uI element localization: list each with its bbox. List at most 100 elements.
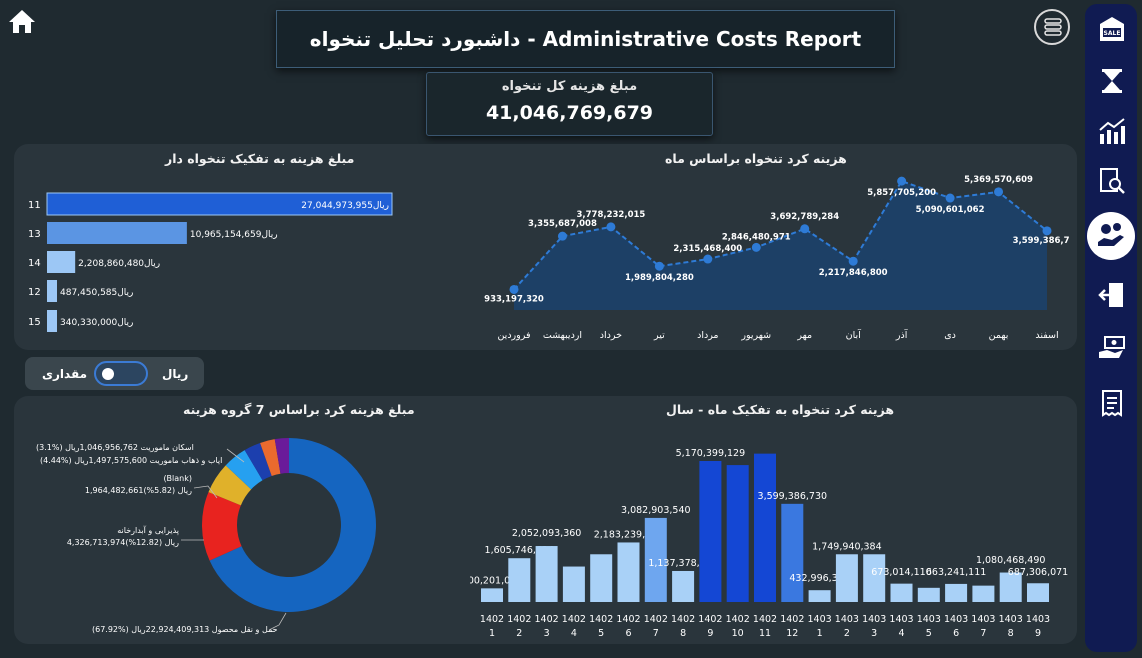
receipt-list-icon[interactable]	[1097, 388, 1127, 418]
area-data-label: 2,315,468,400	[673, 244, 742, 254]
chart-holder-title: مبلغ هزینه به تفکیک تنخواه دار	[165, 151, 355, 166]
home-icon[interactable]	[8, 8, 36, 34]
monthyear-bar	[972, 585, 995, 602]
monthyear-data-label: 673,014,110	[871, 567, 931, 578]
sale-tag-icon[interactable]: SALE	[1097, 14, 1127, 44]
donut-slice	[209, 438, 376, 612]
donut-slice	[225, 450, 263, 490]
exit-door-icon[interactable]	[1097, 280, 1127, 310]
holder-bar-label: 340,330,000ریال	[60, 318, 133, 328]
area-data-label: 3,778,232,015	[576, 210, 645, 220]
donut-slice	[274, 438, 289, 474]
monthyear-axis-year: 1402	[562, 614, 586, 625]
monthyear-axis-month: 2	[844, 628, 850, 639]
monthyear-axis-month: 2	[516, 628, 522, 639]
donut-leader-line	[226, 448, 245, 463]
toggle-label-quantity[interactable]: مقداری	[42, 367, 88, 381]
monthyear-data-label: 432,996,310	[789, 573, 849, 584]
document-search-icon[interactable]	[1097, 166, 1127, 196]
monthyear-bar	[644, 517, 667, 602]
monthyear-data-label: 3,599,386,730	[758, 491, 828, 502]
area-point	[654, 261, 664, 271]
monthyear-axis-month: 5	[598, 628, 604, 639]
monthyear-axis-month: 1	[817, 628, 823, 639]
monthyear-bar	[481, 588, 503, 602]
monthyear-axis-year: 1403	[971, 614, 995, 625]
holder-category-label: 14	[28, 258, 41, 269]
total-cost-label: مبلغ هزینه کل تنخواه	[501, 79, 638, 94]
holder-category-label: 11	[28, 200, 41, 211]
donut-slice	[202, 492, 242, 561]
monthyear-axis-year: 1403	[1026, 614, 1050, 625]
monthyear-data-label: 500,201,010	[470, 575, 522, 586]
month-axis-label: دی	[944, 330, 956, 341]
month-axis-label: اسفند	[1035, 330, 1058, 341]
monthyear-data-label: 2,183,239,860	[594, 529, 664, 540]
monthyear-axis-year: 1403	[999, 614, 1023, 625]
chart-month-title: هزینه کرد تنخواه براساس ماه	[665, 151, 847, 166]
monthyear-data-label: 687,306,071	[1008, 567, 1068, 578]
monthyear-bar	[535, 546, 558, 602]
monthyear-axis-month: 7	[653, 628, 659, 639]
area-point	[994, 187, 1004, 197]
month-axis-label: اردیبهشت	[543, 330, 582, 341]
monthyear-data-label: 1,605,746,624	[485, 545, 555, 556]
monthyear-bar	[562, 566, 585, 602]
area-data-label: 1,989,804,280	[625, 273, 694, 283]
chart-group-title: مبلغ هزینه کرد براساس 7 گروه هزینه	[183, 402, 415, 417]
monthyear-axis-month: 4	[571, 628, 577, 639]
monthyear-axis-month: 10	[732, 628, 744, 639]
holder-bar	[47, 251, 76, 273]
month-axis-label: خرداد	[600, 330, 622, 341]
monthyear-axis-year: 1402	[671, 614, 695, 625]
toggle-knob[interactable]	[102, 368, 114, 380]
hourglass-icon[interactable]	[1097, 66, 1127, 96]
monthyear-axis-month: 7	[980, 628, 986, 639]
monthyear-axis-month: 11	[759, 628, 771, 639]
holder-bar	[47, 222, 187, 244]
area-point	[1042, 226, 1052, 236]
area-data-label: 2,846,480,971	[722, 232, 791, 242]
monthyear-axis-month: 6	[953, 628, 959, 639]
monthyear-data-label: 1,080,468,490	[976, 555, 1046, 566]
monthyear-bar	[754, 453, 776, 602]
toggle-label-rial[interactable]: ریال	[162, 367, 189, 381]
area-point	[897, 176, 907, 186]
area-data-label: 933,197,320	[484, 294, 544, 304]
monthyear-axis-month: 8	[680, 628, 686, 639]
month-axis-label: فروردین	[497, 330, 530, 341]
menu-icon[interactable]	[1034, 9, 1070, 45]
monthyear-axis-year: 1402	[589, 614, 613, 625]
holder-category-label: 15	[28, 317, 41, 328]
holder-bar-label: 27,044,973,955ریال	[301, 201, 389, 211]
holder-bar	[47, 280, 57, 302]
donut-label-housing: (3.1%) اسکان ماموریت 1,046,956,762ریال	[36, 443, 194, 452]
growth-chart-icon[interactable]	[1097, 116, 1127, 146]
monthyear-axis-year: 1403	[917, 614, 941, 625]
monthyear-axis-month: 4	[898, 628, 904, 639]
monthyear-data-label: 2,052,093,360	[512, 528, 582, 539]
page-title-text: داشبورد تحلیل تنخواه - Administrative Co…	[309, 27, 862, 51]
toggle-switch[interactable]	[94, 361, 148, 386]
month-axis-label: مرداد	[697, 330, 718, 341]
monthyear-axis-month: 9	[1035, 628, 1041, 639]
money-hand-icon[interactable]	[1096, 220, 1126, 250]
monthyear-bar	[863, 554, 886, 602]
monthyear-bar	[890, 583, 913, 602]
total-cost-value: 41,046,769,679	[485, 102, 654, 124]
holder-bar-chart: 11 27,044,973,955ریال 13 10,965,154,659ریال…	[28, 192, 393, 332]
area-point	[557, 231, 567, 241]
monthyear-axis-month: 3	[871, 628, 877, 639]
monthyear-axis-year: 1402	[480, 614, 504, 625]
page-title: داشبورد تحلیل تنخواه - Administrative Co…	[276, 10, 895, 68]
monthyear-bar	[808, 590, 831, 602]
holder-bar	[46, 192, 393, 216]
monthyear-bar	[672, 570, 695, 602]
cash-hand-icon[interactable]	[1097, 332, 1127, 362]
donut-label-catering: 4,326,713,974ریال (12.82%)	[67, 538, 179, 547]
monthyear-axis-year: 1402	[753, 614, 777, 625]
area-point	[703, 254, 713, 264]
monthyear-bar	[835, 554, 858, 602]
area-point	[945, 193, 955, 203]
monthyear-bar-chart: 1402 1 500,201,010 1402 2 1,605,746,624 1402 3 2…	[470, 448, 1068, 639]
